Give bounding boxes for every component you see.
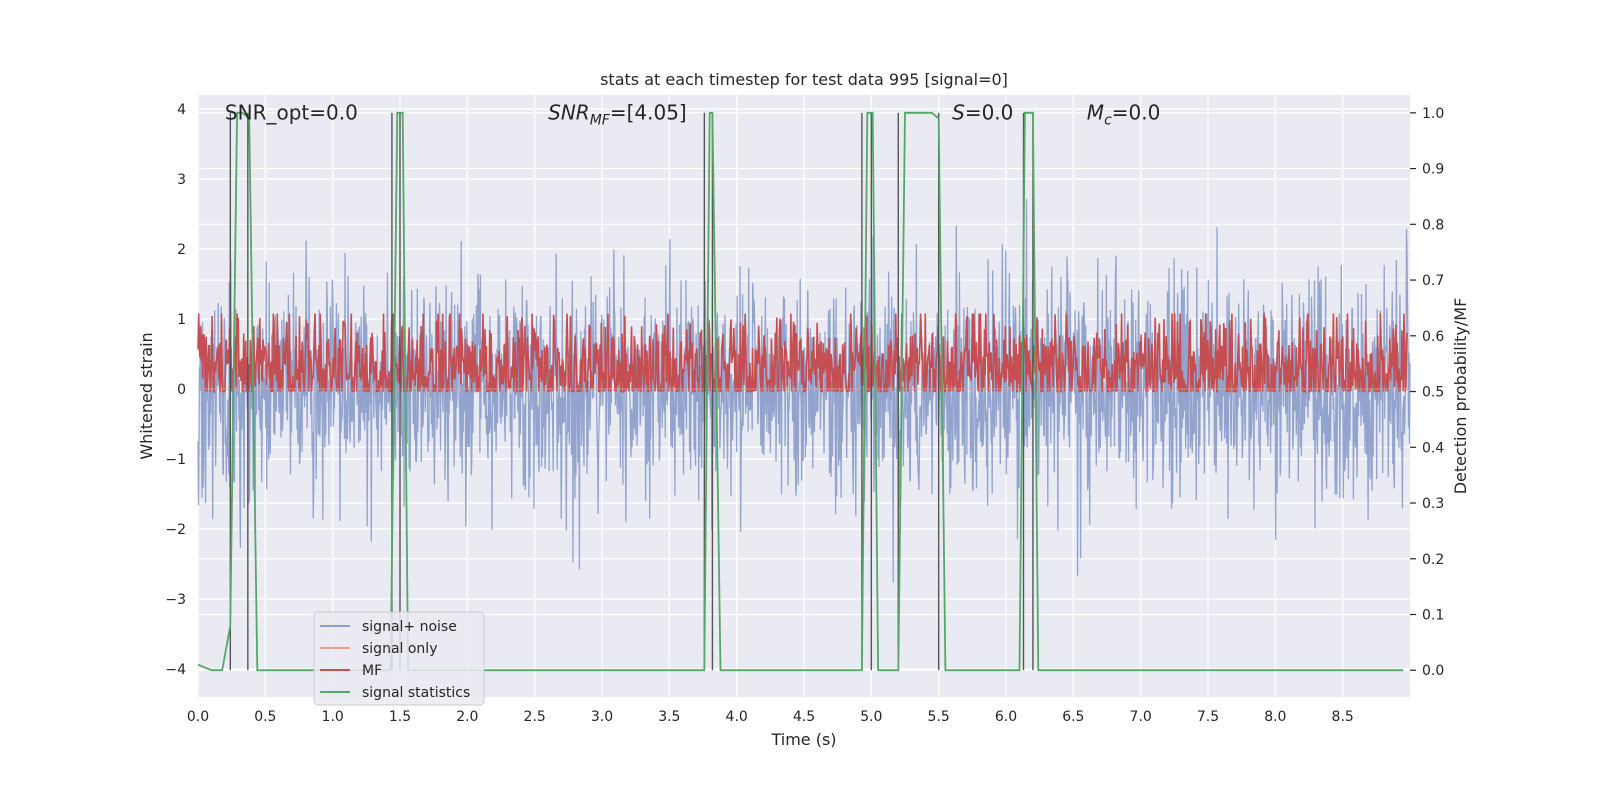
y-left-axis-label: Whitened strain <box>137 332 156 459</box>
annotation-label: Mc=0.0 <box>1087 101 1161 129</box>
y-right-axis-ticks: 0.0 0.1 0.2 0.3 0.4 0.5 0.6 0.7 0.8 0.9 1.0 <box>1410 106 1444 679</box>
x-tick-label: 6.5 <box>1062 709 1084 725</box>
y-left-tick-label: −1 <box>165 452 186 468</box>
y-left-tick-label: −3 <box>165 592 186 608</box>
y-right-axis-label: Detection probability/MF <box>1451 298 1470 495</box>
legend-entry: signal+ noise <box>362 619 457 635</box>
y-left-tick-label: −4 <box>165 662 186 678</box>
x-axis-ticks: 0.0 0.5 1.0 1.5 2.0 2.5 3.0 3.5 4.0 4.5 5.0 5.5 6.0 6… <box>187 709 1354 725</box>
legend-box <box>313 611 485 706</box>
x-tick-label: 1.0 <box>322 709 344 725</box>
y-right-tick-label: 0.5 <box>1422 385 1444 401</box>
x-tick-label: 8.0 <box>1264 709 1286 725</box>
y-left-tick-label: −2 <box>165 522 186 538</box>
legend-entry: MF <box>362 663 382 679</box>
x-tick-label: 3.0 <box>591 709 613 725</box>
y-left-tick-label: 2 <box>177 242 186 258</box>
vertical-markers <box>229 112 1034 671</box>
x-tick-label: 0.0 <box>187 709 209 725</box>
x-tick-label: 8.5 <box>1332 709 1354 725</box>
annotations: SNR_opt=0.0 SNRMF=[4.05] S=0.0 Mc=0.0 <box>225 101 1160 129</box>
chart-title: stats at each timestep for test data 995… <box>600 70 1008 89</box>
y-left-tick-label: 1 <box>177 312 186 328</box>
y-right-tick-label: 0.1 <box>1422 608 1444 624</box>
x-tick-label: 4.5 <box>793 709 815 725</box>
series-signal-statistics <box>197 111 1404 672</box>
legend: signal+ noise signal only MF signal statist… <box>313 611 485 706</box>
y-left-tick-label: 0 <box>177 382 186 398</box>
signal-statistics-line <box>197 111 1404 672</box>
y-right-tick-label: 0.3 <box>1422 496 1444 512</box>
y-right-tick-label: 0.6 <box>1422 329 1444 345</box>
y-right-tick-label: 0.2 <box>1422 552 1444 568</box>
x-tick-label: 7.0 <box>1130 709 1152 725</box>
x-tick-label: 2.5 <box>524 709 546 725</box>
x-axis-label: Time (s) <box>770 730 836 749</box>
x-tick-label: 7.5 <box>1197 709 1219 725</box>
y-left-tick-label: 3 <box>177 172 186 188</box>
annotation-label: SNR_opt=0.0 <box>225 101 358 125</box>
x-tick-label: 4.0 <box>726 709 748 725</box>
x-tick-label: 5.0 <box>860 709 882 725</box>
annotation-label: SNRMF=[4.05] <box>548 101 687 129</box>
y-right-tick-label: 0.9 <box>1422 162 1444 178</box>
y-left-axis-ticks: −4 −3 −2 −1 0 1 2 3 4 <box>165 102 186 678</box>
y-right-tick-label: 0.7 <box>1422 273 1444 289</box>
y-right-tick-label: 0.0 <box>1422 663 1444 679</box>
x-tick-label: 2.0 <box>456 709 478 725</box>
y-right-tick-label: 0.8 <box>1422 217 1444 233</box>
x-tick-label: 5.5 <box>928 709 950 725</box>
y-right-tick-label: 1.0 <box>1422 106 1444 122</box>
annotation-label: S=0.0 <box>952 101 1013 125</box>
x-tick-label: 6.0 <box>995 709 1017 725</box>
y-right-tick-label: 0.4 <box>1422 440 1444 456</box>
x-tick-label: 1.5 <box>389 709 411 725</box>
legend-entry: signal statistics <box>362 685 470 701</box>
y-left-tick-label: 4 <box>177 102 186 118</box>
legend-entry: signal only <box>362 641 437 657</box>
x-tick-label: 0.5 <box>254 709 276 725</box>
x-tick-label: 3.5 <box>658 709 680 725</box>
